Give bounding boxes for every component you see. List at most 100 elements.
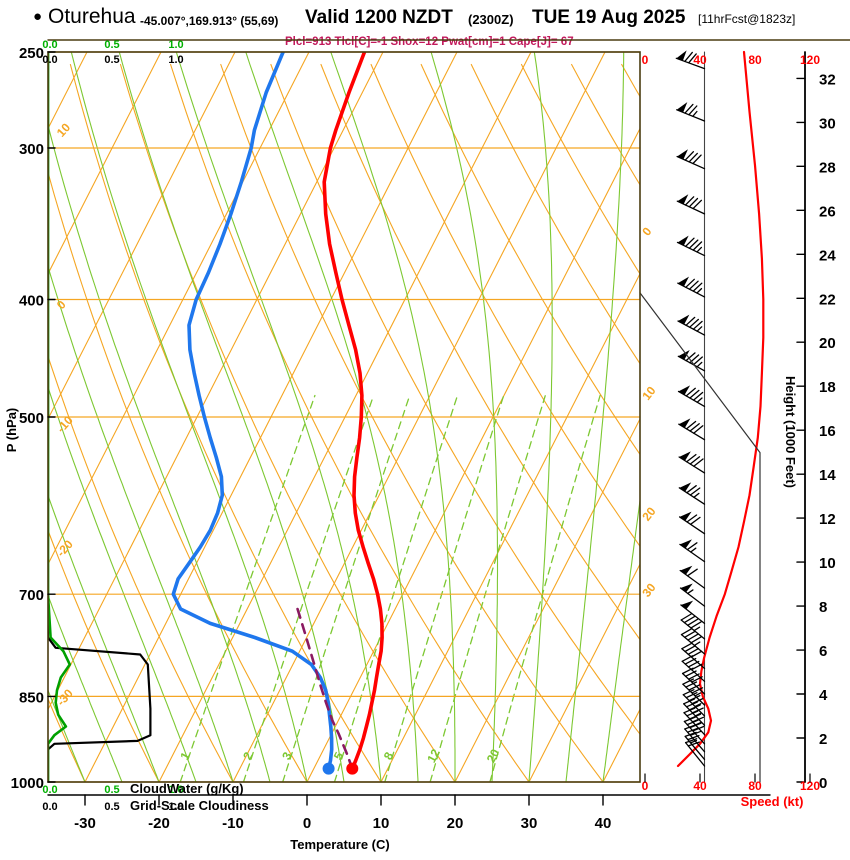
bullet-icon: ● [33,8,43,25]
dry-adiabat-line [621,63,640,98]
height-tick-label: 8 [819,599,827,616]
temperature-tick-label: 40 [595,815,612,832]
barb-full [687,734,700,741]
barb-full [680,628,693,636]
wind-barb [678,511,706,535]
barb-half [696,326,703,332]
wind-barb [682,678,706,706]
isotherm-label: 0 [639,224,654,238]
barb-full [685,352,696,362]
dry-adiabat-line [48,170,308,782]
barb-full [693,458,704,467]
barb-half [692,110,698,117]
cloudwater-tick-label: 0.5 [104,784,119,796]
barb-half [687,589,694,595]
cloudwater-tick-label: 0.0 [42,784,57,796]
barb-shaft [683,703,706,726]
barb-full [681,655,694,662]
height-tick-label: 18 [819,379,836,396]
barb-full [688,239,699,249]
pressure-tick-label: 500 [19,410,44,427]
wind-panel-edge [639,292,761,783]
barb-half [696,246,703,253]
barb-half [696,287,703,294]
barb-shaft [684,728,706,753]
barb-full [681,667,694,675]
wind-barb [676,235,706,257]
barb-full [687,660,700,668]
barb-shaft [679,587,706,607]
barb-full [687,633,699,641]
barb-pennant [680,600,694,610]
pressure-tick-label: 1000 [11,775,44,792]
barb-pennant [680,583,693,593]
moist-adiabat-line [430,52,499,782]
moist-adiabat-line [48,385,197,782]
pressure-tick-label: 850 [19,689,44,706]
dewpoint-curve [171,52,334,771]
barb-full [691,687,704,694]
barb-full [689,423,700,432]
cloudiness-top-label: 0.5 [104,54,119,66]
height-tick-label: 30 [819,115,836,132]
stability-indices: Plcl=913 Tlcl[C]=-1 Shox=12 Pwat[cm]=1 C… [285,36,574,48]
barb-full [683,698,696,705]
moist-adiabat-line [565,52,625,782]
wind-barb [677,276,706,298]
moist-adiabat-line [48,264,234,782]
height-tick-label: 22 [819,291,836,308]
wind-barb [680,628,706,655]
barb-full [692,391,704,401]
barb-full [688,280,699,290]
height-tick-label: 2 [819,731,827,748]
barb-shaft [684,741,706,767]
header-bar: ● Oturehua -45.007°,169.913° (55,69) Val… [0,5,850,32]
wind-barb [677,385,706,408]
barb-full [691,697,704,705]
barb-full [682,678,695,685]
mixing-ratio-line [489,394,601,782]
barb-pennant [679,511,692,521]
temperature-tick-label: 20 [447,815,464,832]
dry-adiabat-line [48,354,234,782]
dry-adiabat-line [0,65,11,783]
mixing-ratio-line [333,394,459,782]
height-tick-label: 24 [819,247,836,264]
barb-half [693,626,701,632]
dry-adiabat-line [470,63,640,365]
speed-top-tick-label: 0 [642,53,649,67]
barb-full [684,670,697,677]
height-tick-label: 4 [819,687,828,704]
mixing-ratio-line [384,394,505,782]
speed-top-tick-label: 80 [748,53,762,67]
dry-adiabat-line [170,63,530,782]
barb-pennant [679,482,692,492]
moist-adiabat-line [245,52,419,782]
moist-adiabat-line [48,593,123,782]
pressure-tick-label: 700 [19,587,44,604]
barb-shaft [676,155,706,170]
dry-adiabat-label: 10 [54,120,74,140]
speed-tick-label: 40 [693,779,707,793]
moist-adiabat-line [48,123,271,782]
barb-shaft [684,735,706,761]
barb-full [684,738,698,744]
barb-half [696,397,703,403]
wind-barb [678,451,706,474]
cloudiness-tick-label: 0.0 [42,801,57,813]
barb-half [694,703,702,708]
barb-full [688,684,701,691]
temperature-tick-label: 10 [373,815,390,832]
moist-adiabat-line [330,52,456,782]
barb-full [689,516,701,525]
barb-full [688,673,700,680]
barb-full [686,514,698,523]
mixing-ratio-label: 2 [240,749,256,762]
barb-full [684,630,696,638]
wind-barb [684,724,706,753]
barb-full [684,657,697,665]
wind-barb [676,102,706,122]
barb-full [690,663,703,671]
barb-pennant [678,350,690,360]
barb-full [683,716,696,723]
